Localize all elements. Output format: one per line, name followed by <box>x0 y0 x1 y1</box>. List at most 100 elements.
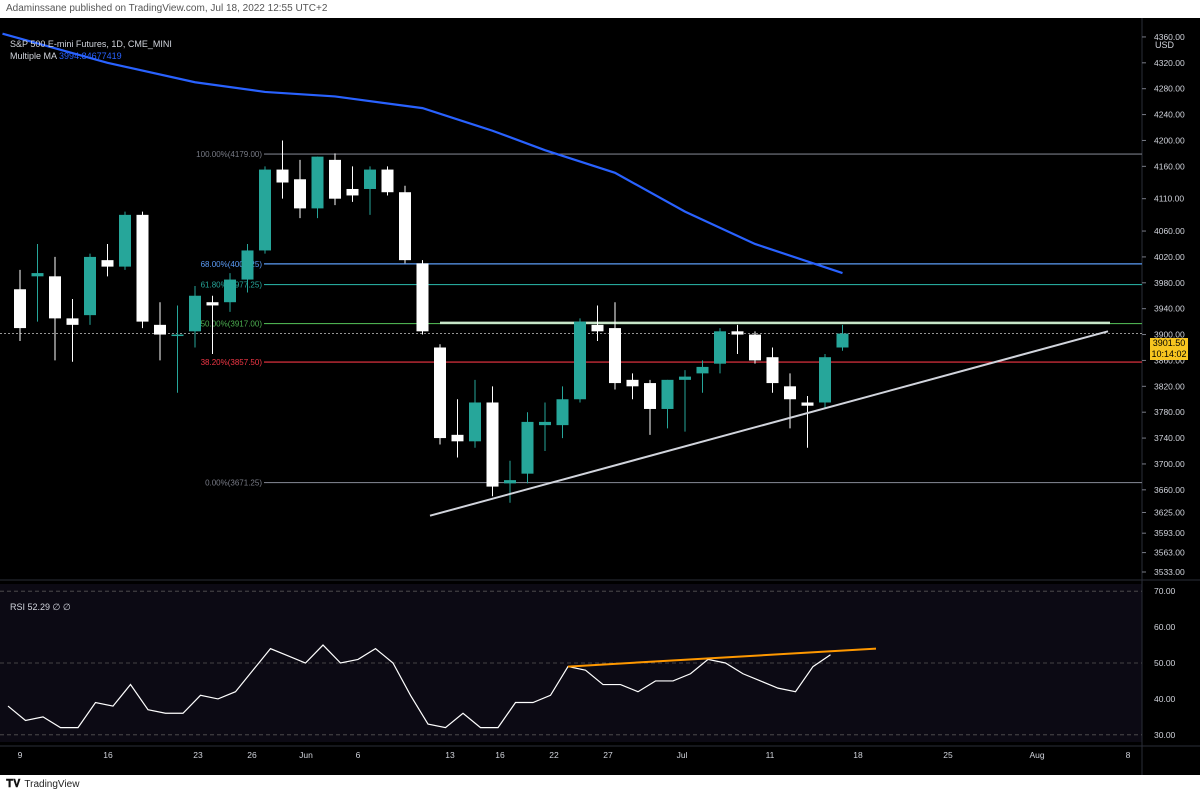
date-tick-label: 16 <box>103 750 113 760</box>
fib-level-label: 100.00%(4179.00) <box>196 150 262 159</box>
candle-body <box>609 328 621 384</box>
price-tick-label: 3660.00 <box>1154 485 1185 495</box>
candle-body <box>224 279 236 303</box>
tv-logo-text: TradingView <box>24 779 80 790</box>
date-tick-label: 13 <box>445 750 455 760</box>
price-tick-label: 4240.00 <box>1154 110 1185 120</box>
candle-body <box>101 260 114 267</box>
candle-body <box>784 386 796 400</box>
rsi-tick-label: 50.00 <box>1154 658 1176 668</box>
rsi-line <box>7 644 831 729</box>
candle-body <box>451 434 464 442</box>
candle-body <box>574 321 586 400</box>
price-tick-label: 3625.00 <box>1154 507 1185 517</box>
fib-level-label: 68.00%(4009.25) <box>201 260 263 269</box>
candle-body <box>171 334 184 337</box>
fib-level-label: 50.00%(3917.00) <box>201 320 263 329</box>
candle-body <box>591 324 604 332</box>
ma-value: 3994.84677419 <box>59 51 122 61</box>
candle-body <box>696 366 709 374</box>
date-tick-label: 16 <box>495 750 505 760</box>
rsi-tick-label: 30.00 <box>1154 730 1176 740</box>
footer-bar: 𝐓𝐕 TradingView <box>0 775 1200 794</box>
moving-average-line <box>2 32 843 275</box>
ma-label: Multiple MA <box>10 51 57 61</box>
chart-legend: S&P 500 E-mini Futures, 1D, CME_MINI Mul… <box>10 38 172 62</box>
ascending-trendline <box>429 330 1109 517</box>
date-tick-label: 22 <box>549 750 559 760</box>
publish-info: Adaminssane published on TradingView.com… <box>6 3 328 14</box>
date-tick-label: Jul <box>677 750 688 760</box>
price-tick-label: 4360.00 <box>1154 32 1185 42</box>
date-tick-label: 11 <box>766 750 775 760</box>
candle-body <box>434 347 446 439</box>
fib-level-label: 38.20%(3857.50) <box>201 358 263 367</box>
price-tick-label: 3860.00 <box>1154 355 1185 365</box>
candle-body <box>556 399 569 426</box>
rsi-tick-label: 60.00 <box>1154 622 1176 632</box>
chart-area[interactable]: 4360.00 4320.00 4280.00 4240.00 4200.00 4160.… <box>0 18 1200 775</box>
tradingview-logo[interactable]: 𝐓𝐕 TradingView <box>6 778 79 791</box>
countdown: 10:14:02 <box>1151 349 1187 359</box>
candle-body <box>819 357 831 403</box>
candle-body <box>14 289 26 329</box>
candle-body <box>346 188 359 196</box>
rsi-tick-label: 40.00 <box>1154 694 1176 704</box>
date-tick-label: 9 <box>18 750 23 760</box>
candle-body <box>136 214 149 322</box>
price-tick-label: 3780.00 <box>1154 407 1185 417</box>
date-tick-label: 25 <box>943 750 953 760</box>
date-tick-label: 6 <box>356 750 361 760</box>
candle-body <box>241 250 254 280</box>
last-price: 3901.50 <box>1152 338 1186 348</box>
candle-body <box>539 421 551 426</box>
candle-body <box>49 276 61 319</box>
candle-body <box>84 256 96 316</box>
candle-body <box>486 402 499 487</box>
candle-body <box>416 263 429 332</box>
candle-body <box>679 376 691 380</box>
candle-body <box>259 169 271 251</box>
candle-body <box>399 192 411 261</box>
date-tick-label: 26 <box>247 750 257 760</box>
price-tick-label: 3900.00 <box>1154 330 1185 340</box>
candle-body <box>644 383 656 409</box>
candle-body <box>66 318 79 325</box>
candle-body <box>714 331 726 364</box>
chart-canvas[interactable]: 4360.00 4320.00 4280.00 4240.00 4200.00 4160.… <box>0 18 1200 775</box>
price-tick-label: 4200.00 <box>1154 135 1185 145</box>
price-tick-label: 3563.00 <box>1154 548 1185 558</box>
date-tick-label: Jun <box>299 750 313 760</box>
currency-label: USD <box>1155 40 1175 50</box>
candle-body <box>31 273 44 277</box>
ma-legend: Multiple MA 3994.84677419 <box>10 50 172 62</box>
candle-body <box>504 480 516 484</box>
candle-body <box>801 402 814 406</box>
price-tick-label: 4280.00 <box>1154 84 1185 94</box>
publish-header: Adaminssane published on TradingView.com… <box>0 0 1200 18</box>
candle-body <box>154 324 166 335</box>
candle-body <box>189 295 201 332</box>
price-tick-label: 3740.00 <box>1154 433 1185 443</box>
candle-body <box>119 214 131 267</box>
price-tick-label: 4060.00 <box>1154 226 1185 236</box>
price-tick-label: 3533.00 <box>1154 567 1185 577</box>
candle-body <box>836 333 849 348</box>
symbol-title: S&P 500 E-mini Futures, 1D, CME_MINI <box>10 39 172 49</box>
candle-body <box>329 159 341 199</box>
date-tick-label: Aug <box>1029 750 1044 760</box>
price-tick-label: 3980.00 <box>1154 278 1185 288</box>
date-tick-label: 27 <box>603 750 613 760</box>
candle-body <box>766 357 779 384</box>
price-tick-label: 4020.00 <box>1154 252 1185 262</box>
candle-body <box>381 169 394 193</box>
price-tick-label: 3940.00 <box>1154 304 1185 314</box>
rsi-legend: RSI 52.29 ∅ ∅ <box>10 602 71 612</box>
candle-body <box>311 156 324 209</box>
last-price-tag: 3901.50 10:14:02 <box>1150 338 1188 360</box>
price-tick-label: 3820.00 <box>1154 381 1185 391</box>
tv-logo-icon: 𝐓𝐕 <box>6 778 21 790</box>
price-tick-label: 4160.00 <box>1154 161 1185 171</box>
rsi-trendline <box>567 647 877 668</box>
price-tick-label: 3700.00 <box>1154 459 1185 469</box>
